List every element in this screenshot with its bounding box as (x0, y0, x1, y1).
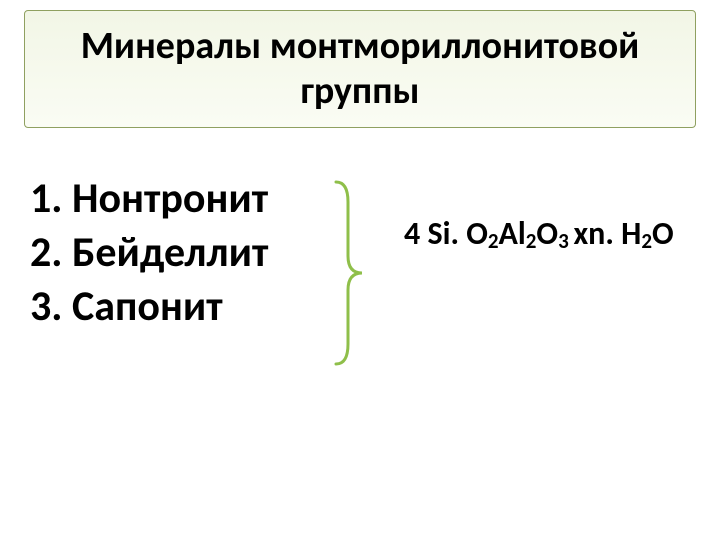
curly-bracket-icon (328, 178, 368, 368)
mineral-list: 1. Нонтронит 2. Бейделлит 3. Сапонит (30, 172, 268, 333)
title-box: Минералы монтмориллонитовой группы (24, 10, 696, 128)
list-item: 3. Сапонит (30, 280, 268, 334)
list-item: 1. Нонтронит (30, 172, 268, 226)
chemical-formula: 4 Si. O2Al2O3 xn. H2O (404, 214, 674, 253)
list-item: 2. Бейделлит (30, 226, 268, 280)
page-title: Минералы монтмориллонитовой группы (25, 24, 695, 114)
